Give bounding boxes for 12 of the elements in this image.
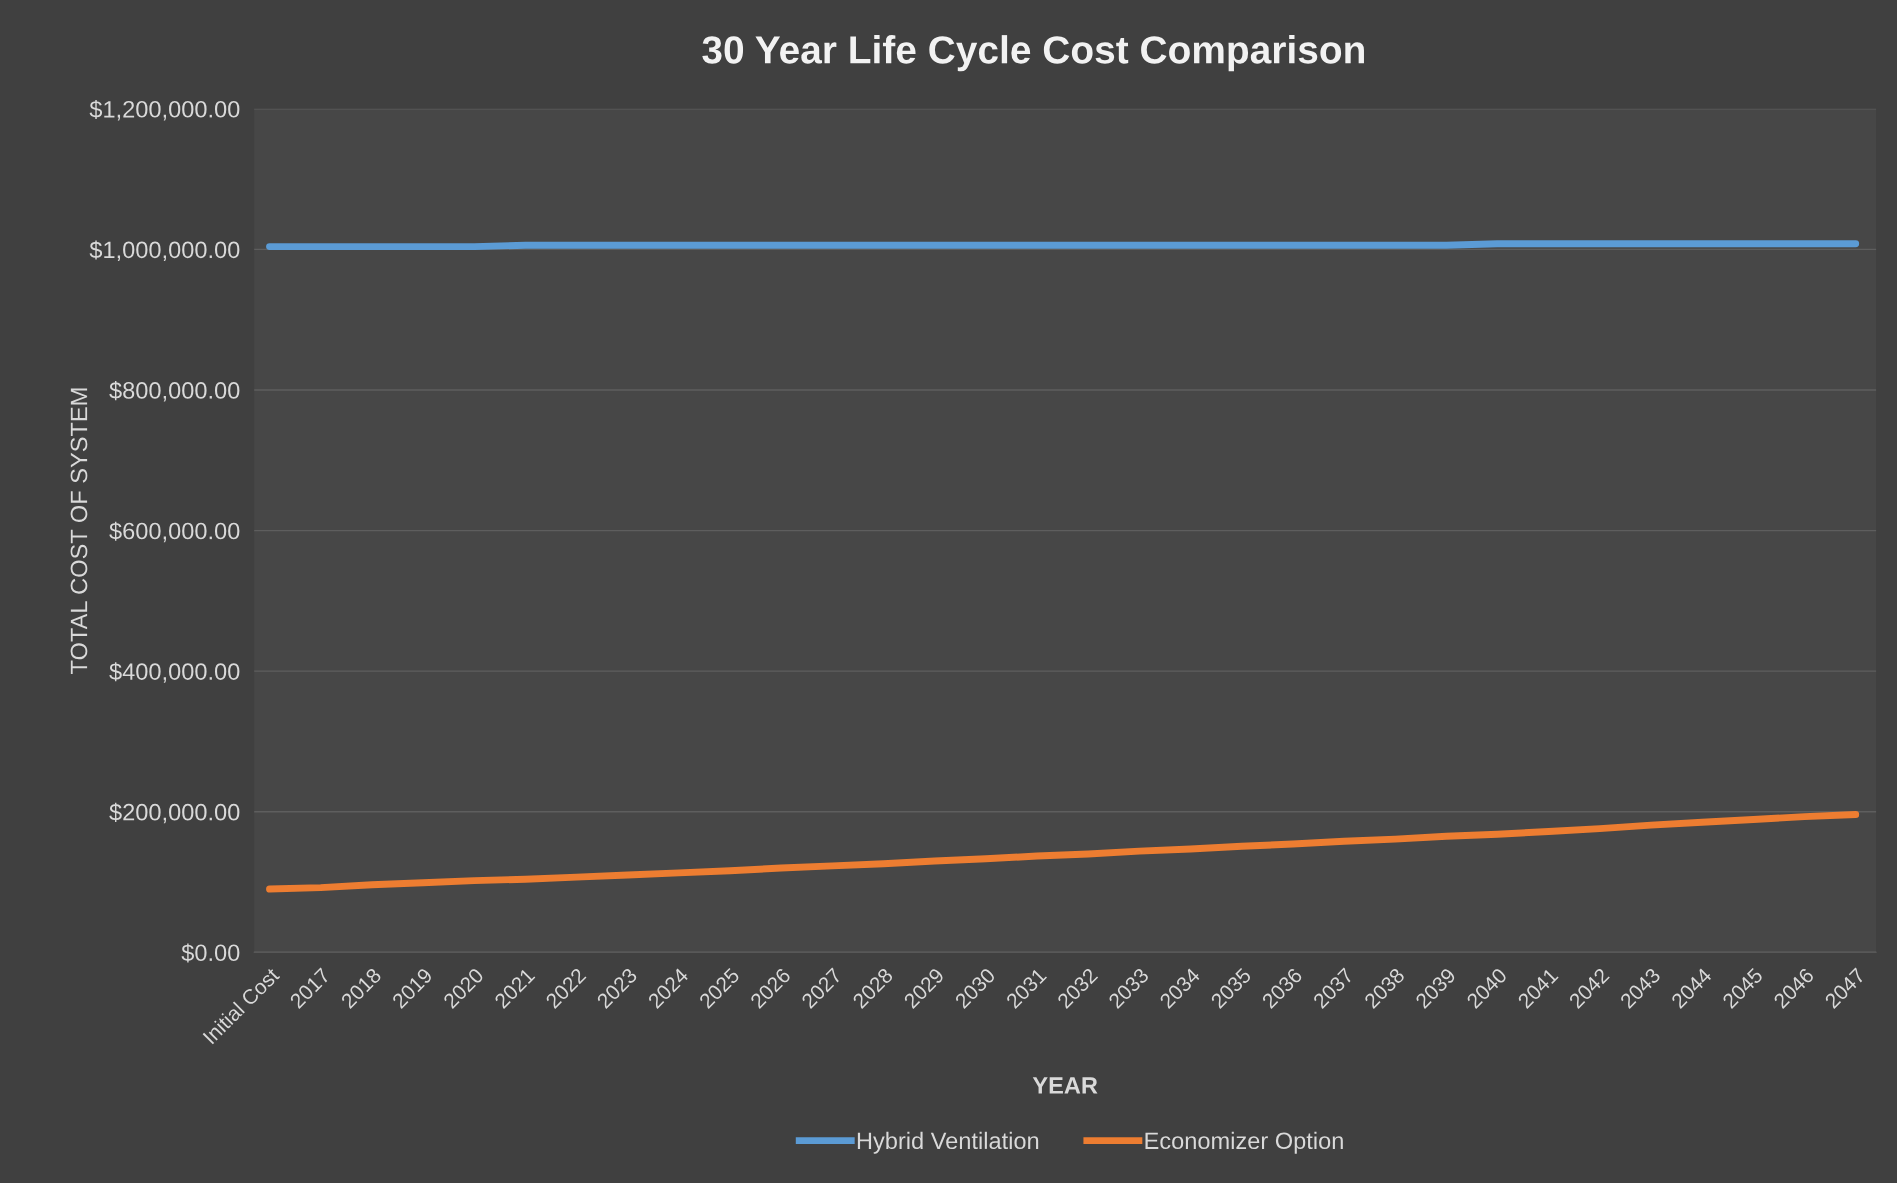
legend-label: Hybrid Ventilation bbox=[857, 1131, 1039, 1154]
y-tick-label: $800,000.00 bbox=[109, 381, 240, 402]
y-tick-label: $1,000,000.00 bbox=[89, 240, 240, 261]
y-tick-label: $1,200,000.00 bbox=[89, 99, 240, 121]
x-axis-title: YEAR bbox=[1032, 1077, 1098, 1094]
y-tick-label: $400,000.00 bbox=[109, 662, 240, 683]
chart-title: 30 Year Life Cycle Cost Comparison bbox=[702, 35, 1364, 72]
y-tick-label: $200,000.00 bbox=[109, 802, 240, 824]
y-axis-title: TOTAL COST OF SYSTEM bbox=[70, 388, 88, 674]
y-tick-label: $600,000.00 bbox=[109, 521, 240, 543]
y-tick-label: $0.00 bbox=[181, 943, 240, 963]
legend-label: Economizer Option bbox=[1145, 1131, 1343, 1154]
